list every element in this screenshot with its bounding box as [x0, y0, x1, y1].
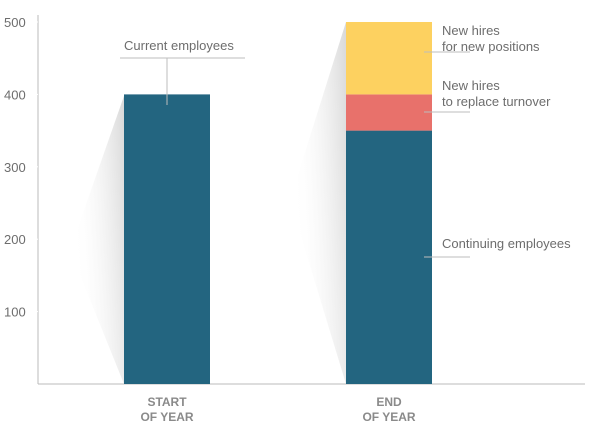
- shadow: [290, 22, 346, 384]
- y-tick-label: 100: [4, 305, 26, 320]
- y-tick-label: 300: [4, 160, 26, 175]
- y-tick-label: 500: [4, 15, 26, 30]
- annotation: Continuing employees: [442, 236, 571, 251]
- bar: [346, 22, 432, 95]
- bar: [346, 94, 432, 131]
- bar: [124, 94, 210, 385]
- annotation: Current employees: [124, 38, 234, 53]
- shadow: [70, 96, 124, 384]
- y-tick-label: 200: [4, 232, 26, 247]
- x-tick-label: START OF YEAR: [140, 395, 193, 424]
- annotation: New hires for new positions: [442, 23, 540, 54]
- y-tick-label: 400: [4, 87, 26, 102]
- bar: [346, 130, 432, 384]
- annotation: New hires to replace turnover: [442, 78, 551, 109]
- x-tick-label: END OF YEAR: [362, 395, 415, 424]
